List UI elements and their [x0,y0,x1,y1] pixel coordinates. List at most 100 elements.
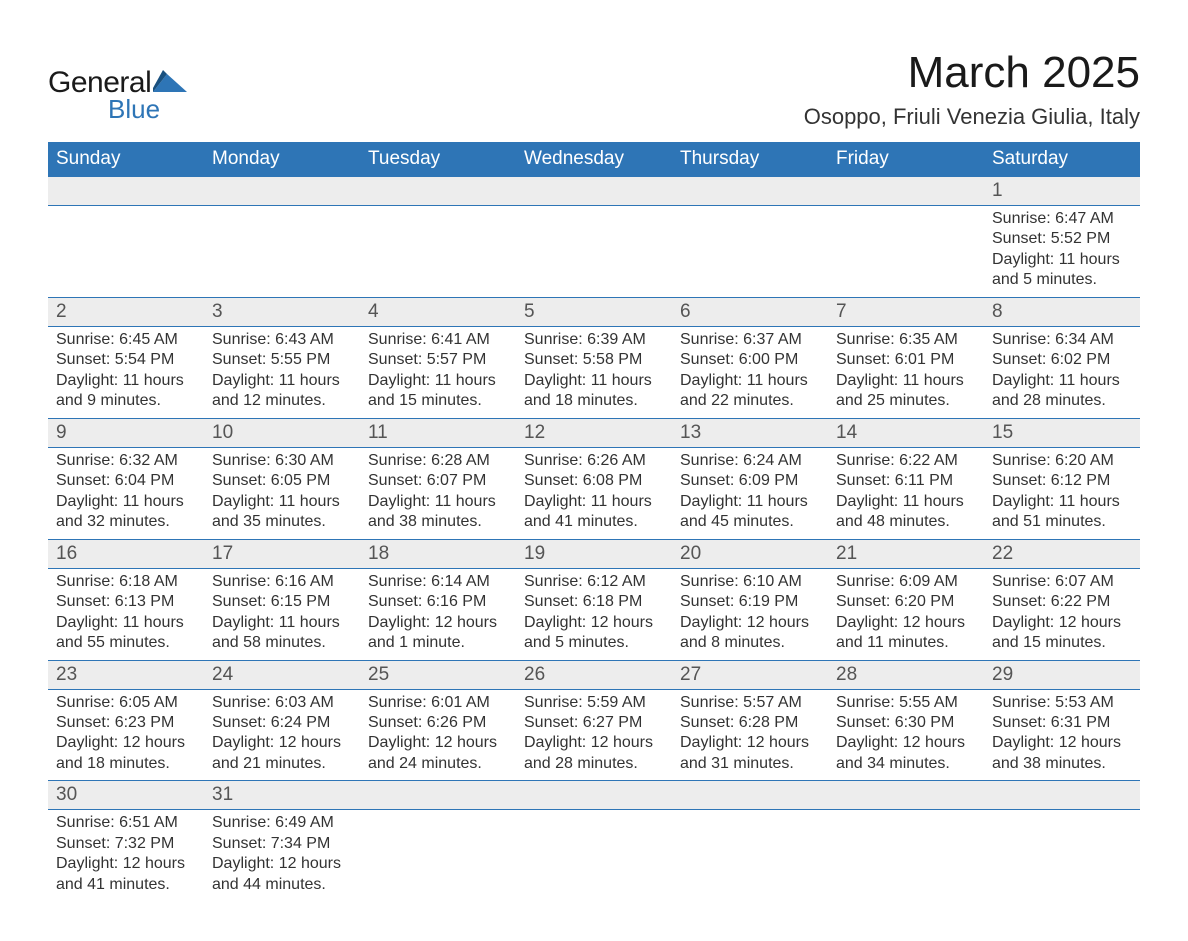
day-content-row: Sunrise: 6:45 AMSunset: 5:54 PMDaylight:… [48,326,1140,418]
daylight-line-2: and 8 minutes. [680,633,824,653]
daylight-line-2: and 38 minutes. [368,512,512,532]
daylight-line-2: and 51 minutes. [992,512,1136,532]
day-details: Sunrise: 5:55 AMSunset: 6:30 PMDaylight:… [828,690,984,781]
day-details: Sunrise: 6:05 AMSunset: 6:23 PMDaylight:… [48,690,204,781]
sunset-line: Sunset: 7:34 PM [212,834,356,854]
sunrise-line: Sunrise: 6:01 AM [368,693,512,713]
sunset-line: Sunset: 6:27 PM [524,713,668,733]
day-number: 23 [48,661,204,689]
sunset-line: Sunset: 6:24 PM [212,713,356,733]
sunset-line: Sunset: 6:22 PM [992,592,1136,612]
daylight-line-1: Daylight: 11 hours [836,492,980,512]
day-details: Sunrise: 6:24 AMSunset: 6:09 PMDaylight:… [672,448,828,539]
day-details: Sunrise: 6:51 AMSunset: 7:32 PMDaylight:… [48,810,204,901]
day-details: Sunrise: 6:30 AMSunset: 6:05 PMDaylight:… [204,448,360,539]
daylight-line-2: and 28 minutes. [524,754,668,774]
day-number: 25 [360,661,516,689]
daylight-line-2: and 15 minutes. [992,633,1136,653]
day-content-row: Sunrise: 6:05 AMSunset: 6:23 PMDaylight:… [48,689,1140,781]
page-header: General Blue March 2025 Osoppo, Friuli V… [48,48,1140,130]
sunrise-line: Sunrise: 6:39 AM [524,330,668,350]
day-number-row: 23242526272829 [48,660,1140,689]
day-number: 18 [360,540,516,568]
day-number-row: 3031 [48,781,1140,810]
sunset-line: Sunset: 6:13 PM [56,592,200,612]
sunrise-line: Sunrise: 6:24 AM [680,451,824,471]
daylight-line-2: and 34 minutes. [836,754,980,774]
daylight-line-1: Daylight: 11 hours [212,613,356,633]
daylight-line-1: Daylight: 12 hours [992,613,1136,633]
daylight-line-1: Daylight: 11 hours [368,371,512,391]
daylight-line-1: Daylight: 12 hours [992,733,1136,753]
sunset-line: Sunset: 5:58 PM [524,350,668,370]
day-details: Sunrise: 6:16 AMSunset: 6:15 PMDaylight:… [204,569,360,660]
day-number: 17 [204,540,360,568]
daylight-line-1: Daylight: 11 hours [992,492,1136,512]
day-details: Sunrise: 6:43 AMSunset: 5:55 PMDaylight:… [204,327,360,418]
sunrise-line: Sunrise: 6:07 AM [992,572,1136,592]
daylight-line-1: Daylight: 12 hours [836,733,980,753]
day-number: 12 [516,419,672,447]
weekday-header: Saturday [984,142,1140,177]
calendar-table: Sunday Monday Tuesday Wednesday Thursday… [48,142,1140,901]
daylight-line-1: Daylight: 12 hours [836,613,980,633]
day-number: 13 [672,419,828,447]
daylight-line-2: and 18 minutes. [56,754,200,774]
sunrise-line: Sunrise: 6:30 AM [212,451,356,471]
weekday-header: Sunday [48,142,204,177]
sunset-line: Sunset: 6:09 PM [680,471,824,491]
day-number: 15 [984,419,1140,447]
daylight-line-1: Daylight: 11 hours [992,250,1136,270]
day-number: 5 [516,298,672,326]
day-number: 9 [48,419,204,447]
day-content-row: Sunrise: 6:51 AMSunset: 7:32 PMDaylight:… [48,810,1140,901]
logo-word-blue: Blue [108,94,160,125]
day-details: Sunrise: 6:14 AMSunset: 6:16 PMDaylight:… [360,569,516,660]
sunrise-line: Sunrise: 6:32 AM [56,451,200,471]
day-details: Sunrise: 6:34 AMSunset: 6:02 PMDaylight:… [984,327,1140,418]
sunset-line: Sunset: 6:18 PM [524,592,668,612]
sunrise-line: Sunrise: 6:43 AM [212,330,356,350]
sunrise-line: Sunrise: 6:18 AM [56,572,200,592]
day-details: Sunrise: 6:49 AMSunset: 7:34 PMDaylight:… [204,810,360,901]
day-number: 7 [828,298,984,326]
day-details: Sunrise: 6:41 AMSunset: 5:57 PMDaylight:… [360,327,516,418]
daylight-line-1: Daylight: 11 hours [524,371,668,391]
daylight-line-1: Daylight: 11 hours [56,371,200,391]
daylight-line-2: and 28 minutes. [992,391,1136,411]
day-number-row: 1 [48,177,1140,206]
day-number: 30 [48,781,204,809]
day-details: Sunrise: 6:18 AMSunset: 6:13 PMDaylight:… [48,569,204,660]
day-number-row: 2345678 [48,297,1140,326]
daylight-line-1: Daylight: 12 hours [212,733,356,753]
daylight-line-2: and 24 minutes. [368,754,512,774]
daylight-line-2: and 9 minutes. [56,391,200,411]
daylight-line-1: Daylight: 11 hours [992,371,1136,391]
daylight-line-2: and 11 minutes. [836,633,980,653]
sunset-line: Sunset: 5:52 PM [992,229,1136,249]
sunset-line: Sunset: 6:12 PM [992,471,1136,491]
sunset-line: Sunset: 6:07 PM [368,471,512,491]
daylight-line-1: Daylight: 11 hours [212,371,356,391]
day-number: 27 [672,661,828,689]
day-content-row: Sunrise: 6:32 AMSunset: 6:04 PMDaylight:… [48,447,1140,539]
day-details: Sunrise: 6:39 AMSunset: 5:58 PMDaylight:… [516,327,672,418]
daylight-line-1: Daylight: 12 hours [56,733,200,753]
sunset-line: Sunset: 5:57 PM [368,350,512,370]
sunrise-line: Sunrise: 6:45 AM [56,330,200,350]
day-number: 20 [672,540,828,568]
sunrise-line: Sunrise: 6:34 AM [992,330,1136,350]
sunset-line: Sunset: 6:20 PM [836,592,980,612]
day-details: Sunrise: 6:09 AMSunset: 6:20 PMDaylight:… [828,569,984,660]
day-number-row: 9101112131415 [48,418,1140,447]
sunset-line: Sunset: 6:05 PM [212,471,356,491]
day-details: Sunrise: 6:10 AMSunset: 6:19 PMDaylight:… [672,569,828,660]
sunset-line: Sunset: 7:32 PM [56,834,200,854]
weekday-header-row: Sunday Monday Tuesday Wednesday Thursday… [48,142,1140,177]
sunset-line: Sunset: 6:26 PM [368,713,512,733]
day-number: 28 [828,661,984,689]
sunrise-line: Sunrise: 5:55 AM [836,693,980,713]
logo-mark-icon [153,70,187,97]
daylight-line-2: and 44 minutes. [212,875,356,895]
sunrise-line: Sunrise: 6:41 AM [368,330,512,350]
